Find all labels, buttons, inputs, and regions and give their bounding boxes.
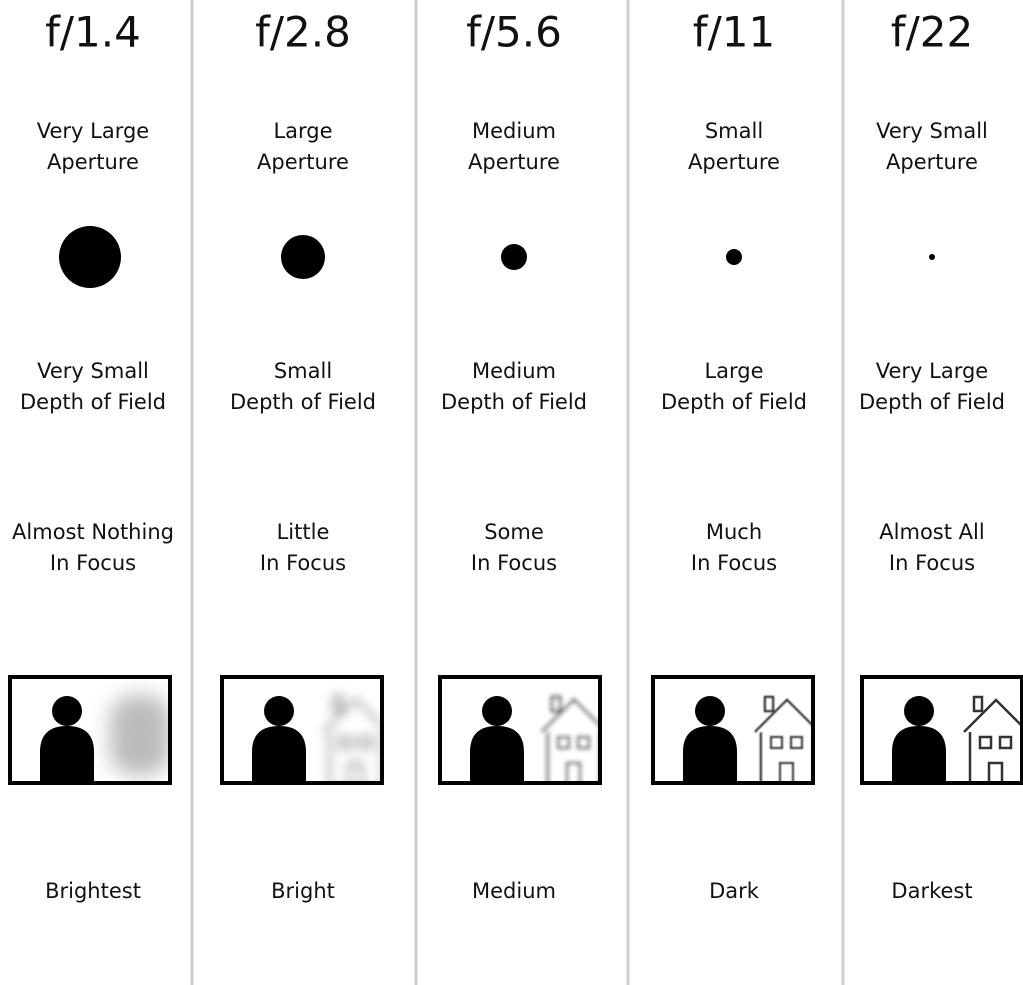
window — [340, 737, 351, 748]
chimney — [552, 697, 560, 711]
scene — [862, 677, 1023, 788]
aperture-label: Aperture — [468, 150, 560, 174]
focus-label: In Focus — [260, 551, 346, 575]
scene — [440, 677, 606, 788]
brightness-label: Dark — [709, 879, 760, 903]
house-blob — [110, 695, 170, 775]
focus-label: In Focus — [471, 551, 557, 575]
window — [980, 737, 991, 748]
brightness-label: Darkest — [891, 879, 972, 903]
focus-label: Almost All — [879, 520, 984, 544]
aperture-label: Aperture — [688, 150, 780, 174]
f-stop: f/11 — [693, 8, 775, 57]
person-body — [683, 726, 737, 783]
scene — [222, 677, 388, 788]
focus-label: Little — [277, 520, 330, 544]
chimney — [765, 697, 773, 711]
aperture-circle — [281, 235, 325, 279]
aperture-label: Aperture — [257, 150, 349, 174]
brightness-label: Bright — [271, 879, 335, 903]
page: f/1.4 Very Large Aperture Very Small Depth o… — [0, 0, 1023, 985]
aperture-circle — [929, 254, 935, 260]
scene — [10, 677, 170, 783]
person-body — [40, 726, 94, 783]
background — [0, 0, 1023, 985]
person-head — [264, 696, 294, 726]
depth-of-field-label: Very Large — [876, 359, 988, 383]
person-head — [482, 696, 512, 726]
depth-of-field-label: Depth of Field — [230, 390, 376, 414]
aperture-label: Aperture — [47, 150, 139, 174]
depth-of-field-label: Depth of Field — [859, 390, 1005, 414]
chimney — [974, 697, 982, 711]
aperture-label: Medium — [472, 119, 556, 143]
house — [110, 695, 170, 775]
window — [360, 737, 371, 748]
focus-label: In Focus — [889, 551, 975, 575]
brightness-label: Medium — [472, 879, 556, 903]
chimney — [334, 697, 342, 711]
aperture-diagram: f/1.4 Very Large Aperture Very Small Depth o… — [0, 0, 1023, 985]
window — [791, 737, 802, 748]
depth-of-field-label: Depth of Field — [661, 390, 807, 414]
aperture-label: Aperture — [886, 150, 978, 174]
aperture-label: Small — [705, 119, 763, 143]
depth-of-field-label: Small — [274, 359, 332, 383]
aperture-circle — [501, 244, 527, 270]
person-body — [892, 726, 946, 783]
person-head — [695, 696, 725, 726]
focus-label: Much — [706, 520, 762, 544]
aperture-label: Large — [273, 119, 332, 143]
aperture-circle — [59, 226, 121, 288]
window — [771, 737, 782, 748]
f-stop: f/1.4 — [45, 8, 141, 57]
focus-label: In Focus — [691, 551, 777, 575]
f-stop: f/5.6 — [466, 8, 562, 57]
depth-of-field-label: Depth of Field — [20, 390, 166, 414]
person-head — [904, 696, 934, 726]
aperture-circle — [726, 249, 742, 265]
aperture-label: Very Small — [876, 119, 988, 143]
focus-label: Almost Nothing — [12, 520, 174, 544]
person-body — [252, 726, 306, 783]
depth-of-field-label: Medium — [472, 359, 556, 383]
window — [578, 737, 589, 748]
person-head — [52, 696, 82, 726]
focus-label: Some — [484, 520, 544, 544]
f-stop: f/2.8 — [255, 8, 351, 57]
f-stop: f/22 — [891, 8, 973, 57]
scene — [653, 677, 819, 788]
focus-label: In Focus — [50, 551, 136, 575]
depth-of-field-label: Very Small — [37, 359, 149, 383]
depth-of-field-label: Large — [704, 359, 763, 383]
person-body — [470, 726, 524, 783]
depth-of-field-label: Depth of Field — [441, 390, 587, 414]
brightness-label: Brightest — [45, 879, 141, 903]
window — [1000, 737, 1011, 748]
aperture-label: Very Large — [37, 119, 149, 143]
window — [558, 737, 569, 748]
